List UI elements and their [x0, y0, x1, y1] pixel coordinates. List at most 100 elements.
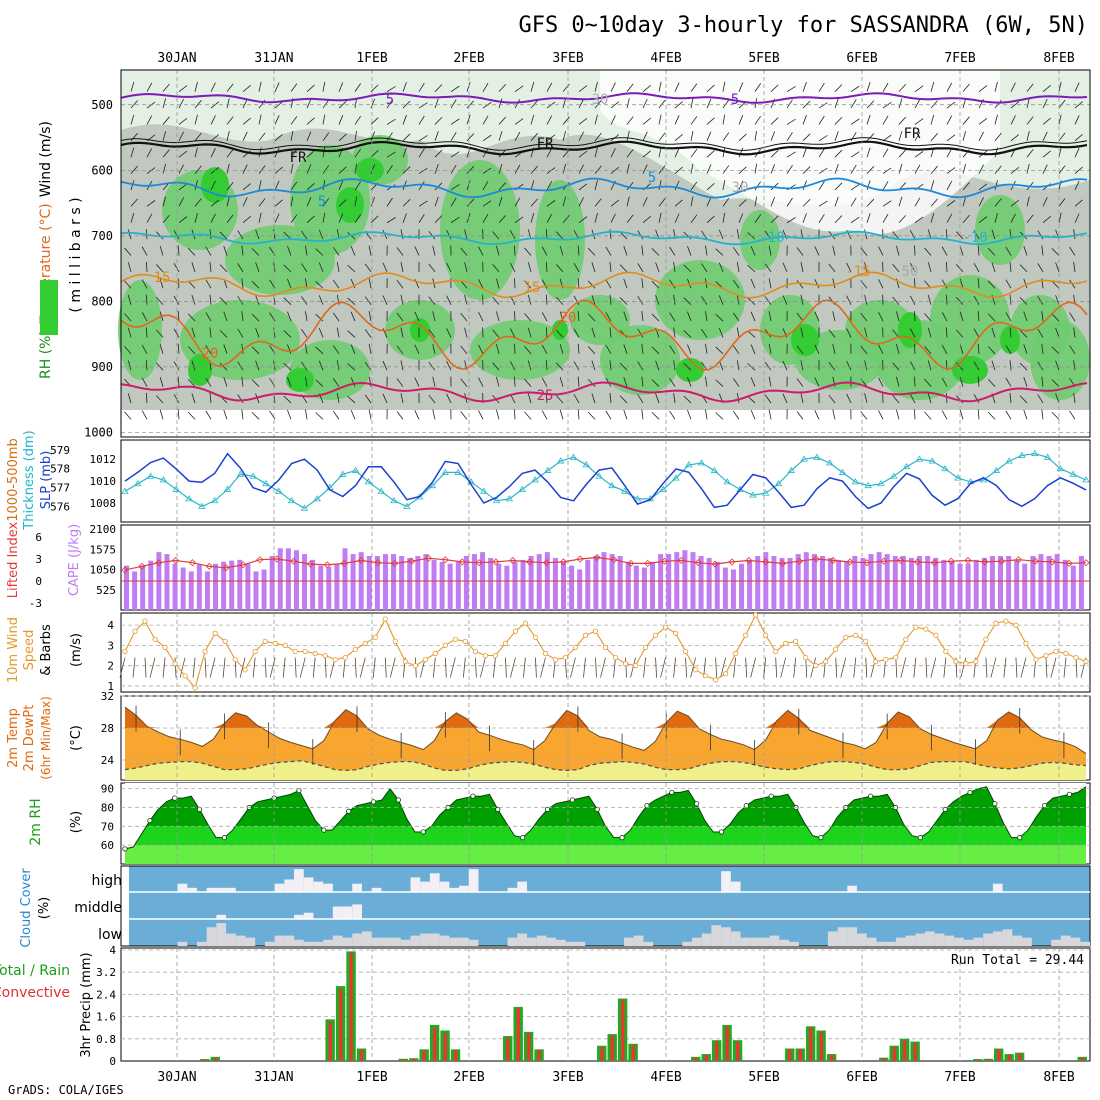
- wind-barb: [396, 280, 404, 289]
- wind-barb: [219, 297, 228, 305]
- wind-barb: [173, 230, 180, 240]
- wind-barb: [342, 657, 346, 678]
- wind-barb: [864, 327, 868, 338]
- wind-barb: [796, 411, 804, 420]
- wind-barb: [768, 409, 772, 420]
- wind-barb: [946, 82, 953, 92]
- wind-barb: [428, 394, 436, 404]
- wind-barb: [987, 280, 996, 289]
- wind-barb: [977, 245, 980, 256]
- wind-barb: [814, 246, 820, 256]
- wind-barb: [977, 376, 980, 387]
- wind-speed-point: [853, 632, 859, 638]
- cape-bar: [981, 557, 987, 610]
- cape-bar: [148, 560, 154, 610]
- wind-barb: [802, 82, 807, 92]
- wind-barb: [1009, 392, 1012, 403]
- wind-barb: [1042, 150, 1051, 158]
- lifted-point: [526, 558, 534, 566]
- wind-barb: [610, 115, 616, 125]
- wind-barb: [205, 312, 212, 322]
- wind-speed-point: [783, 640, 789, 646]
- cloud-low-bar: [381, 937, 392, 946]
- below-ground: [121, 410, 1090, 437]
- wind-barb: [941, 377, 948, 387]
- wind-barb: [706, 164, 712, 174]
- wind-barb: [991, 327, 996, 338]
- wind-barb: [205, 377, 212, 387]
- wind-barb: [290, 163, 294, 174]
- wind-barb: [274, 180, 280, 191]
- date-label-top: 6FEB: [846, 51, 877, 66]
- lifted-point: [357, 556, 365, 565]
- wind-barb: [786, 86, 796, 93]
- wind-barb: [930, 198, 938, 207]
- wind-barb: [878, 344, 884, 354]
- wind-barb: [715, 248, 724, 256]
- wind-speed-point: [622, 661, 629, 667]
- lifted-point: [998, 557, 1006, 565]
- wind-barb: [796, 247, 804, 256]
- wind-barb: [446, 328, 452, 338]
- wind-barb: [226, 196, 230, 207]
- precip-convective-bar: [506, 1037, 510, 1061]
- wind-barb: [892, 263, 900, 273]
- wind-barb: [299, 657, 306, 678]
- cape-bar: [382, 554, 388, 610]
- precip-convective-bar: [1080, 1057, 1085, 1061]
- wind-barb: [209, 657, 216, 678]
- wind-barb: [466, 133, 475, 142]
- wind-barb: [482, 82, 489, 92]
- wind-barb: [690, 181, 698, 191]
- wind-barb: [994, 114, 998, 125]
- cloud-low-bar: [1051, 939, 1061, 946]
- wind-barb: [368, 245, 372, 256]
- wind-barb: [402, 100, 411, 109]
- cloud-low-bar: [730, 931, 741, 946]
- wind-barb: [530, 165, 538, 174]
- wind-barb: [1037, 295, 1044, 305]
- cloud-high-bar: [303, 877, 314, 892]
- wind-barb: [177, 376, 180, 387]
- lifted-line: [124, 556, 1087, 571]
- wind-barb: [768, 245, 772, 256]
- wind-barb: [556, 395, 564, 404]
- wind-panel: [120, 612, 1091, 693]
- wind-barb: [322, 114, 326, 125]
- wind-barb: [546, 82, 553, 92]
- thickness-point: [454, 468, 462, 475]
- wind-barb: [658, 147, 662, 158]
- wind-barb: [205, 410, 212, 420]
- wind-barb: [1073, 229, 1076, 240]
- cloud-high-bar: [517, 881, 527, 892]
- cloud-high-bar: [992, 883, 1003, 892]
- wind-barb: [941, 410, 948, 420]
- wind-barb: [1073, 327, 1076, 338]
- wind-barb: [930, 213, 935, 223]
- cloud-low-bar: [391, 937, 401, 946]
- wind-speed-point: [713, 677, 719, 683]
- wind-barb: [834, 117, 843, 125]
- wind-barb: [619, 297, 628, 305]
- wind-barb: [514, 197, 521, 207]
- wind-barb: [524, 411, 532, 420]
- wind-barb: [927, 360, 932, 371]
- cape-bar: [917, 556, 923, 610]
- cape-bar: [650, 561, 656, 610]
- wind-barb: [658, 212, 662, 223]
- wind-barb: [466, 198, 475, 207]
- wind-barb: [834, 215, 843, 224]
- wind-barb: [492, 657, 496, 678]
- cloud-low-bar: [915, 933, 925, 946]
- thickness-point: [928, 457, 936, 464]
- wind-barb: [683, 297, 692, 305]
- wind-speed-point: [452, 636, 458, 642]
- temp-tick-label: 28: [101, 722, 114, 735]
- wind-barb: [818, 181, 825, 191]
- wind-barb: [1009, 294, 1012, 305]
- wind-barb: [610, 199, 620, 207]
- cape-bar: [811, 554, 817, 610]
- lifted-point: [762, 558, 770, 566]
- wind-speed-point: [442, 642, 448, 649]
- wind-barb: [1037, 230, 1044, 240]
